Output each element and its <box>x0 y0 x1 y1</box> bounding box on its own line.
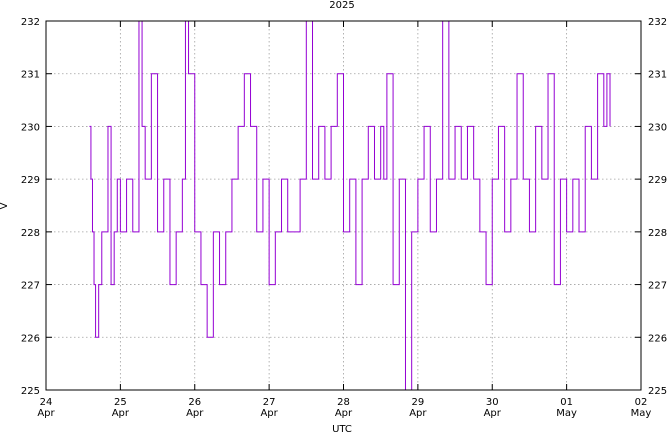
x-tick-label-month: May <box>556 408 577 419</box>
y-tick-label-left: 230 <box>21 122 40 133</box>
y-tick-label-right: 232 <box>648 17 667 28</box>
series-layer <box>89 20 611 391</box>
y-tick-label-left: 225 <box>21 386 40 397</box>
y-tick-label-left: 228 <box>21 228 40 239</box>
y-tick-label-right: 231 <box>648 70 667 81</box>
y-tick-label-right: 225 <box>648 386 667 397</box>
x-tick-label-day: 26 <box>188 397 201 408</box>
y-tick-label-right: 228 <box>648 228 667 239</box>
x-tick-label-day: 30 <box>486 397 499 408</box>
x-tick-label-day: 29 <box>412 397 425 408</box>
y-tick-label-left: 229 <box>21 175 40 186</box>
x-tick-label-month: Apr <box>409 408 427 419</box>
x-tick-label-month: Apr <box>112 408 130 419</box>
voltage-series-line <box>89 20 611 391</box>
y-tick-label-right: 227 <box>648 281 667 292</box>
axis-layer: 225 225 226 226 227 227 228 228 229 229 230 230 231 2… <box>21 17 667 419</box>
plot-frame <box>45 20 642 391</box>
x-tick-label-month: Apr <box>186 408 204 419</box>
y-axis-title: V <box>0 202 10 209</box>
x-tick-label-day: 01 <box>560 397 573 408</box>
x-tick-label-month: Apr <box>37 408 55 419</box>
x-tick-label-day: 02 <box>635 397 648 408</box>
y-tick-label-left: 232 <box>21 17 40 28</box>
x-tick-label-month: Apr <box>260 408 278 419</box>
x-tick-label-day: 28 <box>337 397 350 408</box>
y-tick-label-left: 226 <box>21 333 40 344</box>
y-tick-label-right: 226 <box>648 333 667 344</box>
x-tick-label-month: Apr <box>484 408 502 419</box>
y-tick-label-left: 227 <box>21 281 40 292</box>
y-tick-label-right: 229 <box>648 175 667 186</box>
x-tick-label-month: Apr <box>335 408 353 419</box>
y-tick-label-left: 231 <box>21 70 40 81</box>
y-tick-label-right: 230 <box>648 122 667 133</box>
chart-title: 2025 <box>329 0 354 11</box>
x-tick-label-day: 27 <box>263 397 276 408</box>
x-tick-label-day: 24 <box>40 397 53 408</box>
x-axis-title: UTC <box>332 424 352 432</box>
x-tick-label-month: May <box>631 408 652 419</box>
x-tick-label-day: 25 <box>114 397 127 408</box>
